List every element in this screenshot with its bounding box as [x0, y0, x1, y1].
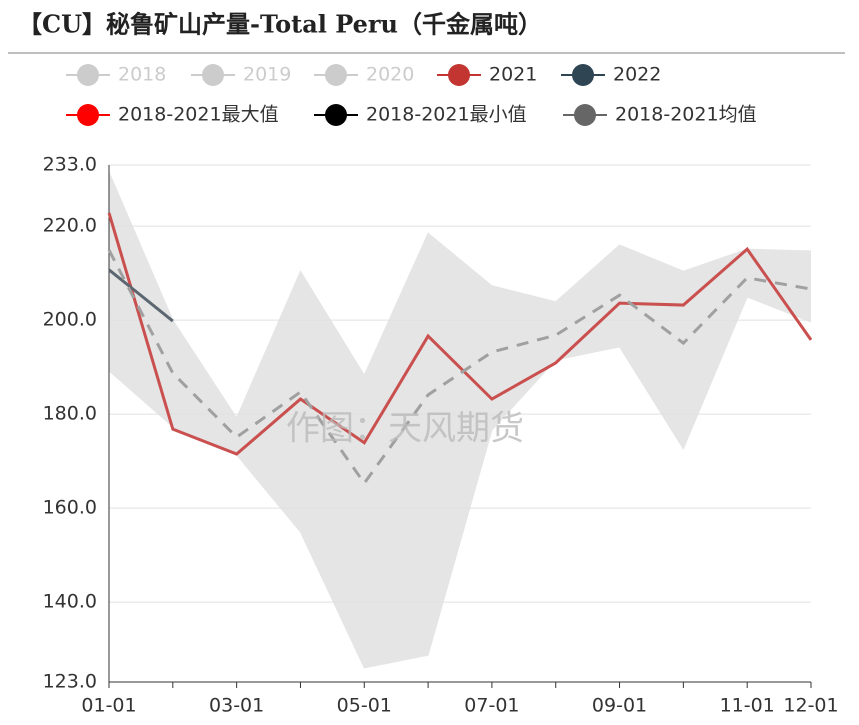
series-line [108, 268, 174, 323]
legend-label: 2019 [243, 64, 291, 86]
legend-marker [572, 64, 594, 86]
y-tick-label: 123.0 [43, 671, 97, 693]
legend-item: 2018-2021最大值 [66, 104, 279, 126]
legend-label: 2018-2021均值 [615, 104, 757, 126]
x-tick-label: 09-01 [592, 695, 647, 717]
legend-label: 2018-2021最大值 [118, 104, 279, 126]
legend-item: 2021 [437, 64, 537, 86]
legend-item: 2019 [191, 64, 291, 86]
y-tick-label: 200.0 [43, 309, 97, 331]
legend-item: 2020 [314, 64, 414, 86]
legend-label: 2022 [613, 64, 661, 86]
y-tick-label: 233.0 [43, 154, 97, 176]
legend-marker [77, 104, 99, 126]
y-tick-label: 220.0 [43, 215, 97, 237]
legend-marker [574, 104, 596, 126]
watermark: 作图：天风期货 [286, 409, 524, 449]
legend-item: 2018-2021最小值 [314, 104, 527, 126]
legend-marker [77, 64, 99, 86]
legend-marker [202, 64, 224, 86]
legend-label: 2020 [366, 64, 414, 86]
legend-item: 2022 [561, 64, 661, 86]
x-tick-label: 11-01 [720, 695, 775, 717]
legend-marker [325, 64, 347, 86]
x-tick-label: 05-01 [337, 695, 392, 717]
y-tick-label: 140.0 [43, 591, 97, 613]
legend-label: 2021 [489, 64, 537, 86]
x-tick-label: 03-01 [209, 695, 264, 717]
legend-label: 2018-2021最小值 [366, 104, 527, 126]
legend-marker [325, 104, 347, 126]
chart-title: 【CU】秘鲁矿山产量-Total Peru（千金属吨） [18, 10, 542, 39]
range-band [109, 172, 811, 668]
x-tick-label: 12-01 [783, 695, 838, 717]
legend-item: 2018-2021均值 [563, 104, 757, 126]
series-line [107, 249, 812, 486]
series-line [107, 212, 813, 456]
y-tick-label: 180.0 [43, 403, 97, 425]
legend-marker [448, 64, 470, 86]
band-edge [108, 171, 812, 419]
legend-label: 2018 [118, 64, 166, 86]
x-tick-label: 07-01 [464, 695, 519, 717]
x-tick-label: 01-01 [81, 695, 136, 717]
legend-item: 2018 [66, 64, 166, 86]
y-tick-label: 160.0 [43, 497, 97, 519]
